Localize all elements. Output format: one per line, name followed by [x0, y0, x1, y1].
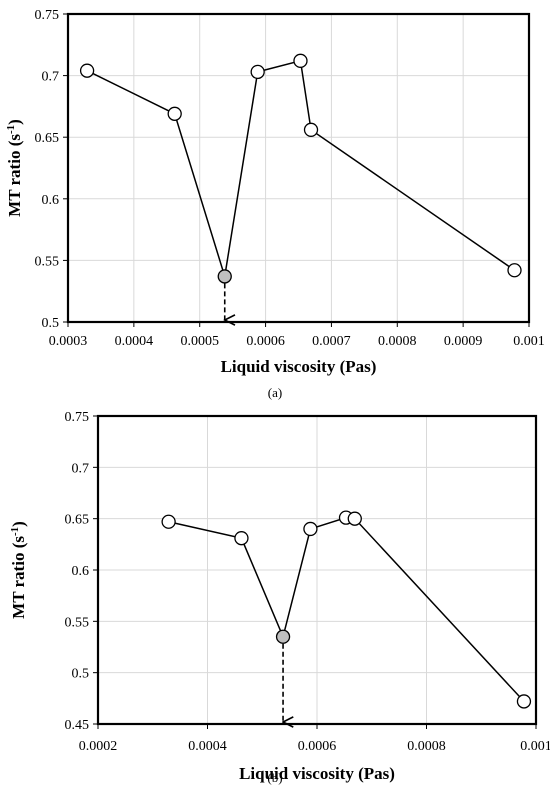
y-axis-label-close: ) [5, 119, 24, 125]
x-tick-label: 0.0004 [188, 739, 227, 754]
x-tick-label: 0.001 [520, 739, 550, 754]
y-tick-label: 0.75 [35, 8, 60, 23]
y-axis-label-main: MT ratio (s [5, 134, 24, 217]
data-point [303, 122, 319, 137]
y-axis-label-main: MT ratio (s [9, 536, 28, 619]
x-tick-label: 0.0008 [407, 739, 446, 754]
y-axis-label-superscript: -1 [9, 527, 21, 536]
series-line [168, 516, 525, 702]
data-point [347, 511, 362, 526]
y-tick-label: 0.5 [72, 667, 90, 682]
y-tick-label: 0.6 [72, 564, 90, 579]
y-axis-label-close: ) [9, 521, 28, 527]
data-point [250, 64, 265, 80]
chart-panel-b: 0.0002 0.0004 0.0006 0.0008 0.001 0.45 0.5 0.55… [9, 410, 550, 785]
panel-caption: (b) [267, 770, 282, 785]
data-point [234, 531, 249, 546]
y-tick-label: 0.5 [42, 316, 60, 331]
y-axis-label: MT ratio (s-1) [9, 521, 28, 619]
x-tick-label: 0.0007 [312, 334, 351, 349]
x-tick-label: 0.0006 [246, 334, 285, 349]
y-axis-label-superscript: -1 [5, 125, 17, 134]
x-tick-label: 0.0005 [180, 334, 219, 349]
y-tick-label: 0.7 [72, 461, 90, 476]
x-tick-label: 0.0009 [444, 334, 483, 349]
x-tick-label: 0.0004 [115, 334, 154, 349]
y-tick-label: 0.65 [35, 131, 60, 146]
plot-frame [66, 12, 531, 324]
data-point [507, 263, 522, 278]
y-tick-label: 0.55 [35, 254, 60, 269]
panel-caption: (a) [268, 385, 282, 400]
data-point [293, 53, 308, 68]
data-point [161, 514, 176, 529]
chart-panel-a: 0.0003 0.0004 0.0005 0.0006 0.0007 0.0008 0.00… [5, 8, 545, 400]
y-tick-label: 0.65 [65, 513, 90, 528]
y-tick-label: 0.7 [42, 70, 60, 85]
data-point [303, 521, 318, 537]
data-point [167, 106, 182, 121]
x-tick-label: 0.0008 [378, 334, 417, 349]
data-point [79, 63, 95, 78]
y-tick-label: 0.75 [65, 410, 90, 425]
x-axis-label: Liquid viscosity (Pas) [239, 764, 395, 783]
x-tick-label: 0.0006 [298, 739, 337, 754]
series-line [86, 59, 515, 277]
x-tick-label: 0.001 [513, 334, 545, 349]
x-tick-label: 0.0002 [79, 739, 118, 754]
x-tick-label: 0.0003 [49, 334, 88, 349]
data-point-highlighted [217, 269, 232, 284]
y-tick-label: 0.45 [65, 718, 90, 733]
y-tick-label: 0.55 [65, 615, 90, 630]
x-axis-label: Liquid viscosity (Pas) [221, 357, 377, 376]
y-axis-label: MT ratio (s-1) [5, 119, 24, 217]
data-point-highlighted [275, 629, 291, 644]
y-tick-label: 0.6 [42, 193, 60, 208]
data-point [516, 694, 532, 709]
